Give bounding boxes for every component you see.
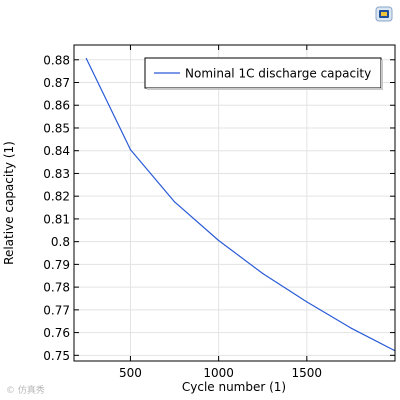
x-tick-label: 500 [119,366,142,380]
watermark: © 仿真秀 [6,386,45,396]
y-tick-label: 0.83 [43,167,70,181]
y-tick-label: 0.79 [43,258,70,272]
y-tick-label: 0.82 [43,190,70,204]
data-point [173,201,176,203]
legend-label: Nominal 1C discharge capacity [185,67,371,81]
y-tick-label: 0.75 [43,349,70,363]
y-tick-label: 0.77 [43,303,70,317]
x-axis-title: Cycle number (1) [182,380,286,394]
data-point [306,301,308,303]
data-point [85,58,87,60]
y-tick-label: 0.86 [43,99,70,113]
data-point [129,148,132,151]
y-axis-title: Relative capacity (1) [2,141,16,265]
series-line-0 [85,58,396,352]
data-point [218,239,220,242]
y-tick-label: 0.78 [43,281,70,295]
legend-shadow [147,88,383,90]
plot-frame [73,44,396,362]
app-logo-icon [375,6,393,22]
y-tick-label: 0.76 [43,326,70,340]
y-tick-label: 0.81 [43,212,70,226]
x-tick-label: 1000 [203,366,234,380]
y-tick-label: 0.84 [43,144,70,158]
y-tick-label: 0.88 [43,53,70,67]
tick-layer: 0.75 0.76 0.77 0.78 0.79 0.8 0.81 0.82 0.83 0.84 0… [43,45,395,380]
legend-box [144,57,382,89]
y-tick-label: 0.85 [43,121,70,135]
legend-shadow-side [381,60,383,90]
data-point [262,272,264,275]
legend: Nominal 1C discharge capacity [144,57,383,90]
y-tick-label: 0.87 [43,76,70,90]
data-point [350,327,352,329]
x-tick-label: 1500 [292,366,323,380]
plot-area [74,45,395,361]
y-tick-label: 0.8 [51,235,70,249]
